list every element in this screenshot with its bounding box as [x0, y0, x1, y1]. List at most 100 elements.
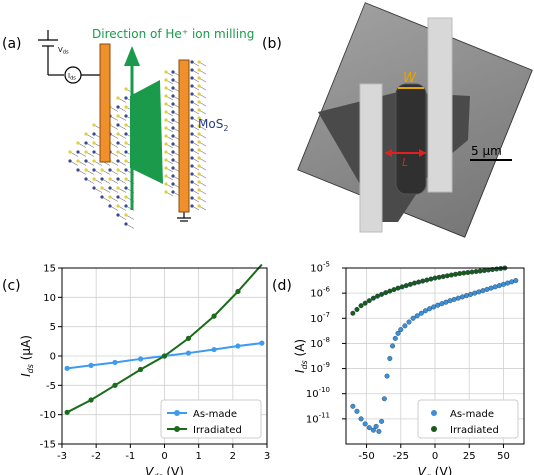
lattice-atom-17	[92, 168, 96, 172]
lattice-atom-8	[84, 150, 88, 154]
lattice-atom-108	[190, 92, 194, 96]
legend-marker-0	[431, 410, 437, 416]
lattice-atom-97	[171, 142, 175, 146]
lattice-atom-123	[197, 60, 201, 64]
lattice-atom-101	[171, 174, 175, 178]
tick-label-y-5: 10	[43, 293, 56, 304]
lattice-atom-85	[164, 174, 168, 178]
lattice-atom-43	[116, 105, 120, 109]
series-0-point-20	[418, 310, 424, 316]
panel-c-label: (c)	[2, 278, 21, 294]
lattice-atom-26	[100, 168, 104, 172]
series-1-point-20	[432, 275, 438, 281]
vds-label: Vds	[58, 46, 69, 56]
series-0-point-38	[492, 284, 498, 290]
series-0-point-11	[387, 356, 393, 362]
panel-a-label: (a)	[2, 36, 22, 52]
lattice-atom-114	[190, 140, 194, 144]
lattice-atom-51	[116, 177, 120, 181]
series-1-point-14	[407, 281, 413, 287]
series-0-point-2	[112, 359, 118, 366]
series-1-point-1	[88, 397, 94, 403]
panel-b-sem-image: (b) W L 5 μm	[262, 2, 533, 238]
legend-label-0: As-made	[450, 409, 494, 420]
series-1-point-29	[469, 269, 475, 275]
series-0-point-23	[431, 304, 437, 310]
series-0-point-8	[259, 340, 265, 346]
lattice-atom-93	[171, 110, 175, 114]
series-1-point-1	[354, 306, 360, 312]
series-1-point-28	[465, 270, 471, 276]
series-1-point-6	[211, 313, 217, 319]
tick-label-x-0: -3	[57, 451, 67, 462]
lattice-atom-4	[76, 159, 80, 163]
series-0-point-12	[390, 343, 396, 349]
lattice-atom-107	[190, 84, 194, 88]
series-0-point-41	[505, 280, 511, 286]
series-0-point-4	[366, 425, 372, 431]
lattice-atom-14	[92, 141, 96, 145]
series-1-point-4	[161, 353, 168, 359]
lattice-atom-9	[84, 159, 88, 163]
lattice-atom-136	[197, 164, 201, 168]
lattice-atom-27	[100, 177, 104, 181]
series-0-point-27	[447, 298, 453, 304]
series-1-point-4	[366, 298, 372, 304]
series-0-point-3	[137, 356, 144, 362]
lattice-atom-56	[124, 87, 128, 91]
lattice-atom-53	[116, 195, 120, 199]
tick-label-x-4: 50	[497, 451, 510, 462]
series-0-point-17	[406, 319, 412, 325]
series-1-point-6	[374, 293, 380, 299]
tick-label-x-2: -1	[125, 451, 135, 462]
series-0-point-31	[463, 293, 469, 299]
series-0-point-42	[509, 279, 515, 285]
series-0-point-3	[362, 421, 368, 427]
lattice-atom-137	[197, 172, 201, 176]
panel-a-schematic: (a) Vds Ids Direction of He⁺ ion milling	[2, 27, 254, 229]
lattice-atom-62	[124, 141, 128, 145]
series-0-point-0	[350, 403, 356, 409]
chart-c-legend: As-made Irradiated	[160, 399, 262, 439]
series-1-point-5	[370, 295, 376, 301]
series-0-point-36	[484, 286, 490, 292]
lattice-atom-1	[68, 159, 72, 163]
lattice-atom-44	[116, 114, 120, 118]
series-1-point-2	[112, 382, 118, 388]
series-0-point-15	[398, 327, 404, 333]
lattice-atom-3	[76, 150, 80, 154]
chart-d-frame	[345, 267, 525, 445]
series-1-point-24	[448, 272, 454, 278]
lattice-atom-90	[171, 86, 175, 90]
series-1-point-7	[379, 291, 385, 297]
lattice-atom-28	[100, 186, 104, 190]
tick-label-y-6: 15	[43, 264, 56, 275]
lattice-atom-115	[190, 148, 194, 152]
lattice-atom-42	[116, 96, 120, 100]
series-0-point-43	[513, 278, 519, 284]
lattice-atom-83	[164, 158, 168, 162]
lattice-atom-120	[190, 188, 194, 192]
electrode-left	[99, 43, 111, 163]
tick-label-x-3: 0	[161, 451, 167, 462]
lattice-atom-82	[164, 150, 168, 154]
series-0-point-8	[379, 418, 385, 424]
lattice-atom-6	[84, 132, 88, 136]
lattice-atom-76	[164, 102, 168, 106]
series-0-point-9	[381, 396, 387, 402]
tick-label-y-4: 5	[50, 322, 56, 333]
lattice-atom-127	[197, 92, 201, 96]
lattice-atom-91	[171, 94, 175, 98]
series-0-point-35	[480, 288, 486, 294]
lattice-atom-117	[190, 164, 194, 168]
lattice-atom-78	[164, 118, 168, 122]
sem-electrode-left	[359, 83, 383, 233]
series-1-point-0	[350, 310, 356, 316]
series-0-point-18	[410, 315, 416, 321]
tick-label-y-1: 10-10	[306, 386, 330, 400]
lattice-atom-45	[116, 123, 120, 127]
lattice-atom-106	[190, 76, 194, 80]
chart-c-series	[64, 263, 265, 415]
lattice-atom-126	[197, 84, 201, 88]
